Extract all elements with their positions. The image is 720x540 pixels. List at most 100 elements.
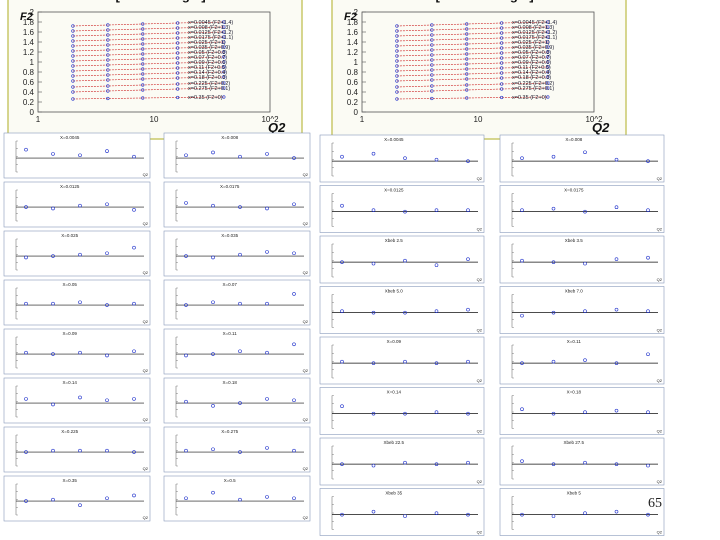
- proton-legend-entry: x=0.35 (F2+0): [188, 95, 223, 101]
- deuteron-res-panel-point: [403, 460, 407, 465]
- deuteron-res-panel-point: [371, 411, 376, 416]
- deuteron-data-point: [395, 24, 399, 28]
- deuteron-data-point: [430, 84, 434, 88]
- proton-res-panel-title: X=0.09: [63, 331, 78, 336]
- proton-res-panel-point: [51, 402, 55, 407]
- deuteron-fit-curve: [396, 41, 548, 47]
- proton-res-panel-frame: [163, 279, 311, 326]
- proton-xlabel: Q2: [268, 120, 286, 135]
- deuteron-data-point: [500, 41, 504, 45]
- deuteron-res-panel-point: [614, 509, 619, 514]
- deuteron-ytick-label: 0.6: [347, 78, 359, 87]
- deuteron-res-panel-frame: [319, 336, 485, 385]
- deuteron-res-panel-point: [371, 310, 376, 315]
- deuteron-legend-entry: x=0.11 (F2+0.5): [512, 65, 551, 71]
- deuteron-res-panel-point: [520, 361, 524, 365]
- proton-data-point: [141, 52, 145, 56]
- deuteron-data-point: [546, 40, 550, 44]
- deuteron-res-panel-point: [520, 512, 524, 517]
- deuteron-res-panel-point: [434, 208, 439, 212]
- proton-fit-curve: [72, 71, 224, 77]
- deuteron-data-point: [430, 48, 434, 52]
- deuteron-res-panel-frame: [499, 286, 665, 334]
- proton-res-panel-point: [211, 300, 215, 305]
- proton-res-panel: X=0.008 Q2: [163, 132, 311, 179]
- proton-res-panel-xlabel: Q2: [303, 466, 309, 471]
- proton-res-panel-point: [292, 496, 296, 501]
- deuteron-data-point: [395, 79, 399, 83]
- proton-data-point: [71, 85, 75, 89]
- deuteron-res-panel-frame: [499, 235, 665, 284]
- deuteron-data-point: [500, 21, 504, 25]
- proton-res-panel-point: [292, 448, 296, 453]
- proton-ytick-label: 0.8: [23, 68, 35, 77]
- proton-res-panel-point: [132, 245, 136, 250]
- deuteron-res-panel-frame: [499, 488, 665, 536]
- proton-fit-curve: [72, 96, 224, 100]
- deuteron-res-panel-point: [434, 263, 439, 267]
- proton-res-panel-point: [78, 503, 82, 508]
- deuteron-res-panel-title: X=0.11: [567, 339, 582, 344]
- proton-res-panel-point: [105, 496, 109, 501]
- proton-res-panel-frame: [3, 230, 151, 277]
- deuteron-res-panel-xlabel: Q2: [477, 328, 483, 333]
- proton-res-panel-frame: [163, 230, 311, 277]
- proton-res-panel-title: X=0.0175: [220, 184, 240, 189]
- deuteron-res-panel-xlabel: Q2: [657, 479, 663, 484]
- proton-res-panel-xlabel: Q2: [303, 417, 309, 422]
- deuteron-res-panel-frame: [319, 437, 485, 486]
- proton-res-panel-title: X=0.275: [221, 429, 238, 434]
- deuteron-res-panel-title: Xbeb 27.5: [564, 440, 585, 445]
- proton-res-panel: X=0.07 Q2: [163, 279, 311, 326]
- deuteron-res-panel-frame: [499, 437, 665, 486]
- deuteron-data-point: [430, 28, 434, 32]
- proton-frame: [7, 0, 303, 140]
- proton-res-panel-point: [105, 149, 109, 153]
- deuteron-res-panel-point: [614, 157, 619, 162]
- deuteron-res-panel-point: [646, 255, 650, 260]
- deuteron-data-point: [395, 39, 399, 43]
- deuteron-res-panel-point: [614, 307, 619, 312]
- deuteron-res-panel-point: [646, 410, 650, 414]
- proton-data-point: [71, 90, 75, 94]
- deuteron-fit-curve: [396, 21, 548, 27]
- proton-res-panel-point: [265, 250, 269, 254]
- proton-fit-curve: [72, 66, 224, 72]
- deuteron-ytick-label: 2: [354, 8, 359, 17]
- deuteron-data-point: [430, 78, 434, 82]
- proton-res-panel-title: X=0.008: [221, 135, 238, 140]
- deuteron-data-point: [500, 31, 504, 35]
- deuteron-data-point: [395, 85, 399, 89]
- proton-res-panel: X=0.35 Q2: [3, 475, 151, 522]
- proton-res-panel-xlabel: Q2: [143, 515, 149, 520]
- deuteron-res-panel-point: [614, 408, 619, 413]
- proton-data-point: [176, 95, 180, 100]
- proton-res-panel-point: [184, 448, 188, 453]
- deuteron-legend-entry: x=0.008 (F2+1.3): [512, 25, 554, 31]
- proton-res-panel-point: [184, 353, 188, 358]
- proton-res-panel-point: [132, 301, 136, 306]
- proton-res-panel-point: [211, 352, 215, 356]
- proton-data-point: [176, 71, 180, 75]
- proton-fit-curve: [72, 26, 224, 32]
- deuteron-res-panel-title: X=0.0125: [384, 188, 404, 193]
- proton-res-panel-frame: [163, 132, 311, 179]
- proton-fit-curve: [72, 51, 224, 57]
- proton-res-panel-point: [292, 292, 296, 296]
- deuteron-res-panel-point: [551, 206, 556, 211]
- proton-title: NMC [Proton target]: [82, 0, 206, 3]
- deuteron-res-panel-point: [371, 509, 376, 514]
- proton-data-point: [71, 49, 75, 53]
- deuteron-legend-entry: x=0.14 (F2+0.4): [512, 70, 551, 76]
- deuteron-data-point: [500, 95, 504, 100]
- deuteron-res-panel-point: [434, 462, 439, 466]
- proton-data-point: [222, 75, 226, 79]
- proton-res-panel-xlabel: Q2: [303, 515, 309, 520]
- proton-fit-curve: [72, 87, 224, 93]
- proton-res-panel-point: [238, 349, 242, 354]
- deuteron-ytick-label: 0.2: [347, 98, 359, 107]
- deuteron-data-point: [430, 23, 434, 27]
- proton-data-point: [71, 24, 75, 28]
- deuteron-data-point: [500, 66, 504, 70]
- deuteron-res-panel-frame: [499, 387, 665, 435]
